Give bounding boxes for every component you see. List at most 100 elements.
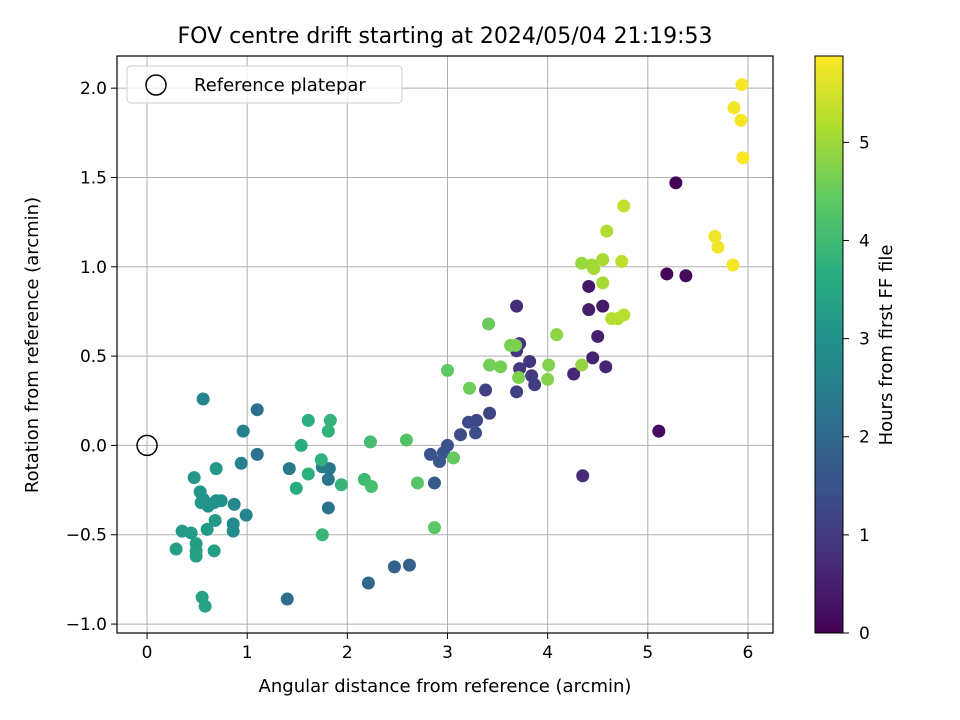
data-point bbox=[187, 471, 201, 485]
data-point bbox=[726, 258, 740, 272]
data-point bbox=[196, 392, 210, 406]
data-point bbox=[189, 549, 203, 563]
data-point bbox=[184, 526, 198, 540]
data-point bbox=[462, 415, 476, 429]
data-point bbox=[447, 451, 461, 465]
data-point bbox=[250, 447, 264, 461]
data-point bbox=[510, 299, 524, 313]
data-point bbox=[454, 428, 468, 442]
data-point bbox=[194, 496, 208, 510]
data-point bbox=[294, 438, 308, 452]
data-point bbox=[334, 478, 348, 492]
x-axis-label: Angular distance from reference (arcmin) bbox=[259, 676, 632, 697]
y-tick-label: 0.0 bbox=[80, 436, 107, 456]
data-point bbox=[301, 413, 315, 427]
data-point bbox=[483, 406, 497, 420]
data-point bbox=[410, 476, 424, 490]
legend-open-circle-icon bbox=[145, 74, 167, 96]
data-point bbox=[361, 576, 375, 590]
data-point bbox=[542, 358, 556, 372]
colorbar-tick-label: 0 bbox=[859, 624, 870, 644]
x-tick-label: 4 bbox=[542, 643, 553, 663]
x-axis: 0 1 2 3 4 5 6 bbox=[142, 633, 753, 663]
data-point bbox=[282, 462, 296, 476]
x-tick-label: 0 bbox=[142, 643, 153, 663]
y-axis: −1.0 −0.5 0.0 0.5 1.0 1.5 2.0 bbox=[66, 79, 117, 635]
chart-title: FOV centre drift starting at 2024/05/04 … bbox=[178, 24, 713, 49]
legend-label: Reference platepar bbox=[194, 75, 366, 96]
colorbar-label: Hours from first FF file bbox=[876, 245, 897, 446]
data-point bbox=[582, 279, 596, 293]
data-point bbox=[169, 542, 183, 556]
data-point bbox=[469, 426, 483, 440]
data-point bbox=[200, 522, 214, 536]
data-point bbox=[315, 528, 329, 542]
data-point bbox=[679, 269, 693, 283]
data-point bbox=[301, 467, 315, 481]
data-point bbox=[596, 253, 610, 267]
data-point bbox=[427, 476, 441, 490]
x-tick-label: 1 bbox=[242, 643, 253, 663]
colorbar: 0 1 2 3 4 5 Hours from first FF file bbox=[814, 55, 897, 644]
data-point bbox=[708, 229, 722, 243]
data-point bbox=[207, 544, 221, 558]
data-point bbox=[523, 354, 537, 368]
data-point bbox=[364, 480, 378, 494]
data-point bbox=[596, 299, 610, 313]
data-points bbox=[169, 78, 750, 613]
data-point bbox=[669, 176, 683, 190]
data-point bbox=[509, 338, 523, 352]
x-tick-label: 2 bbox=[342, 643, 353, 663]
data-point bbox=[399, 433, 413, 447]
colorbar-tick-label: 3 bbox=[859, 330, 870, 350]
data-point bbox=[567, 367, 581, 381]
data-point bbox=[600, 224, 614, 238]
data-point bbox=[575, 358, 589, 372]
y-tick-label: 1.0 bbox=[80, 258, 107, 278]
x-tick-label: 3 bbox=[442, 643, 453, 663]
data-point bbox=[575, 256, 589, 270]
data-point bbox=[208, 513, 222, 527]
data-point bbox=[321, 472, 335, 486]
legend: Reference platepar bbox=[126, 65, 403, 104]
data-point bbox=[541, 372, 555, 386]
data-point bbox=[735, 78, 749, 92]
data-point bbox=[652, 424, 666, 438]
data-point bbox=[727, 101, 741, 115]
y-tick-label: −1.0 bbox=[66, 615, 107, 635]
y-tick-label: −0.5 bbox=[66, 526, 107, 546]
data-point bbox=[250, 403, 264, 417]
colorbar-tick-label: 1 bbox=[859, 526, 870, 546]
x-tick-label: 5 bbox=[642, 643, 653, 663]
data-point bbox=[599, 360, 613, 374]
colorbar-gradient bbox=[814, 55, 844, 634]
data-point bbox=[596, 276, 610, 290]
data-point bbox=[617, 199, 631, 213]
data-point bbox=[591, 329, 605, 343]
data-point bbox=[193, 485, 207, 499]
data-point bbox=[587, 262, 601, 276]
y-axis-label: Rotation from reference (arcmin) bbox=[22, 197, 43, 493]
data-point bbox=[586, 351, 600, 365]
data-point bbox=[736, 151, 750, 165]
data-point bbox=[582, 303, 596, 317]
data-point bbox=[528, 378, 542, 392]
data-point bbox=[660, 267, 674, 281]
data-point bbox=[227, 497, 241, 511]
y-tick-label: 1.5 bbox=[80, 168, 107, 188]
data-point bbox=[615, 254, 629, 268]
data-point bbox=[479, 383, 493, 397]
data-point bbox=[711, 240, 725, 254]
data-point bbox=[239, 508, 253, 522]
data-point bbox=[236, 424, 250, 438]
data-point bbox=[289, 481, 303, 495]
data-point bbox=[363, 435, 377, 449]
data-point bbox=[463, 381, 477, 395]
colorbar-tick-label: 2 bbox=[859, 428, 870, 448]
data-point bbox=[198, 599, 212, 613]
data-point bbox=[432, 455, 446, 469]
data-point bbox=[402, 558, 416, 572]
data-point bbox=[734, 113, 748, 127]
